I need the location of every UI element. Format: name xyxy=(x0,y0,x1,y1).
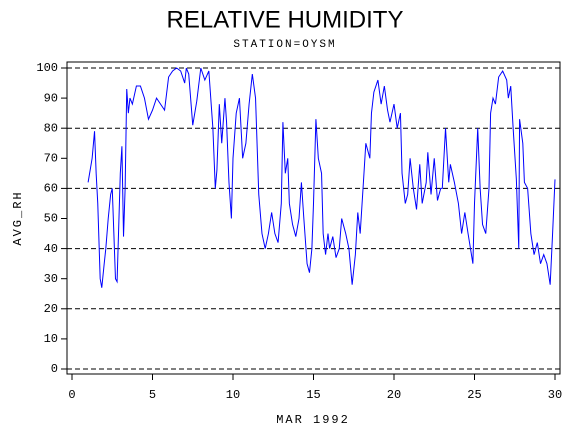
y-tick-label: 0 xyxy=(51,362,58,376)
plot-frame xyxy=(66,61,561,375)
data-line xyxy=(87,67,556,288)
x-axis-label: MAR 1992 xyxy=(276,413,350,427)
chart-subtitle: STATION=OYSM xyxy=(233,39,336,51)
y-tick-label: 90 xyxy=(44,91,58,105)
y-axis-label: AVG_RH xyxy=(11,190,25,245)
y-tick-label: 60 xyxy=(44,182,58,196)
x-tick-label: 5 xyxy=(149,388,156,402)
y-tick-label: 80 xyxy=(44,121,58,135)
x-tick-label: 15 xyxy=(306,388,320,402)
x-tick-label: 30 xyxy=(548,388,562,402)
y-tick-label: 10 xyxy=(44,332,58,346)
x-tick-label: 0 xyxy=(68,388,75,402)
y-tick-label: 50 xyxy=(44,212,58,226)
x-tick-label: 20 xyxy=(387,388,401,402)
y-tick-label: 30 xyxy=(44,272,58,286)
chart-title: RELATIVE HUMIDITY xyxy=(167,6,404,33)
x-tick-label: 25 xyxy=(467,388,481,402)
x-tick-label: 10 xyxy=(226,388,240,402)
y-tick-label: 20 xyxy=(44,302,58,316)
y-tick-label: 40 xyxy=(44,242,58,256)
y-tick-label: 100 xyxy=(36,61,58,75)
y-tick-label: 70 xyxy=(44,151,58,165)
